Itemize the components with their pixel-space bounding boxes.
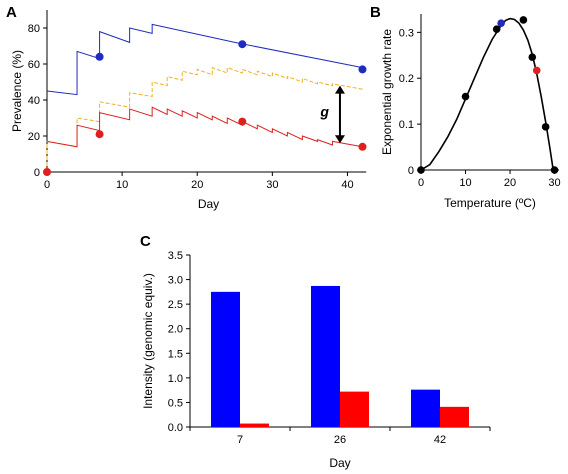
panel-c-letter: C bbox=[140, 233, 151, 250]
a-y-tick-label: 20 bbox=[28, 131, 40, 143]
a-marker-blue bbox=[95, 52, 104, 61]
panel-a-letter: A bbox=[6, 4, 17, 21]
a-annotation-g: g bbox=[319, 103, 329, 119]
c-x-tick-label: 7 bbox=[237, 434, 243, 446]
b-x-tick-label: 30 bbox=[548, 177, 560, 189]
a-series-red-2 bbox=[46, 106, 363, 148]
c-y-tick-label: 1.5 bbox=[168, 348, 183, 360]
b-fitted-curve bbox=[420, 17, 555, 171]
b-y-tick-label: 0.3 bbox=[399, 27, 414, 39]
c-y-tick-label: 0.5 bbox=[168, 397, 183, 409]
b-point-blue bbox=[497, 19, 505, 27]
a-x-tick-label: 20 bbox=[191, 179, 203, 191]
b-point-black bbox=[461, 92, 470, 101]
a-x-tick-label: 40 bbox=[341, 179, 353, 191]
panel-b-letter: B bbox=[370, 4, 381, 21]
c-x-tick-label: 42 bbox=[434, 434, 446, 446]
a-series-orange-1 bbox=[46, 66, 363, 148]
a-marker-red bbox=[238, 117, 247, 126]
a-x-axis-label: Day bbox=[198, 197, 219, 211]
panel-a: A 0 20 40 60 80 0 10 20 30 40 Day Prevalence (%) g bbox=[6, 4, 367, 211]
b-x-tick-label: 0 bbox=[418, 177, 424, 189]
c-y-tick-label: 2.0 bbox=[168, 324, 183, 336]
a-marker-red bbox=[95, 130, 104, 139]
b-x-axis-label: Temperature (ºC) bbox=[444, 196, 536, 210]
a-x-tick-label: 30 bbox=[266, 179, 278, 191]
c-bar-bar_blue-7 bbox=[211, 291, 240, 427]
b-point-black bbox=[492, 25, 501, 33]
b-point-black bbox=[417, 166, 425, 174]
a-x-tick-label: 0 bbox=[44, 179, 50, 191]
panel-a-plot: 0 20 40 60 80 0 10 20 30 40 Day Prevalence (%) g bbox=[10, 10, 367, 211]
b-x-tick-label: 10 bbox=[459, 177, 471, 189]
c-x-axis-label: Day bbox=[329, 456, 350, 470]
b-y-tick-label: 0 bbox=[408, 165, 414, 177]
b-y-tick-label: 0.2 bbox=[399, 73, 414, 85]
b-point-red bbox=[532, 66, 541, 75]
c-y-tick-label: 3.0 bbox=[168, 275, 183, 287]
b-y-tick-label: 0.1 bbox=[399, 119, 414, 131]
a-arrow-head-down bbox=[334, 135, 345, 144]
a-marker-red bbox=[358, 142, 367, 151]
c-y-axis-label: Intensity (genomic equiv.) bbox=[141, 273, 155, 409]
c-x-tick-label: 26 bbox=[334, 434, 346, 446]
panel-c: C 0.0 0.5 1.0 1.5 2.0 2.5 3.0 3.5 7 26 42 Day Intens… bbox=[140, 233, 491, 470]
c-y-tick-label: 2.5 bbox=[168, 299, 183, 311]
b-y-axis-label: Exponential growth rate bbox=[380, 29, 394, 155]
panel-b-plot: 0 0.1 0.2 0.3 0 10 20 30 Temperature (ºC) Exponen… bbox=[380, 14, 561, 210]
c-y-tick-label: 3.5 bbox=[168, 250, 183, 262]
panel-b: B 0 0.1 0.2 0.3 0 10 20 30 Temperature (ºC) Expon… bbox=[370, 4, 561, 210]
b-point-black bbox=[541, 123, 550, 131]
a-y-tick-label: 0 bbox=[34, 167, 40, 179]
a-series-blue-0 bbox=[46, 23, 363, 96]
panel-c-plot: 0.0 0.5 1.0 1.5 2.0 2.5 3.0 3.5 7 26 42 Day Intensit… bbox=[141, 250, 491, 470]
b-x-tick-label: 20 bbox=[504, 177, 516, 189]
c-bar-bar_red-26 bbox=[340, 391, 369, 427]
c-bar-bar_red-7 bbox=[240, 423, 269, 427]
b-point-black bbox=[550, 166, 559, 174]
b-point-black bbox=[528, 53, 537, 61]
a-marker-blue bbox=[358, 65, 367, 74]
a-y-tick-label: 40 bbox=[28, 95, 40, 107]
b-point-black bbox=[519, 16, 528, 24]
c-y-tick-label: 1.0 bbox=[168, 373, 183, 385]
a-arrow-head-up bbox=[334, 85, 345, 94]
c-bar-bar_blue-42 bbox=[411, 389, 440, 427]
a-marker-red bbox=[43, 168, 51, 176]
c-bar-bar_red-42 bbox=[440, 406, 469, 427]
a-marker-blue bbox=[238, 40, 247, 49]
a-x-tick-label: 10 bbox=[116, 179, 128, 191]
a-y-tick-label: 80 bbox=[28, 23, 40, 35]
a-y-axis-label: Prevalence (%) bbox=[10, 50, 24, 132]
c-bar-bar_blue-26 bbox=[311, 285, 340, 427]
c-y-tick-label: 0.0 bbox=[168, 422, 183, 434]
a-y-tick-label: 60 bbox=[28, 59, 40, 71]
